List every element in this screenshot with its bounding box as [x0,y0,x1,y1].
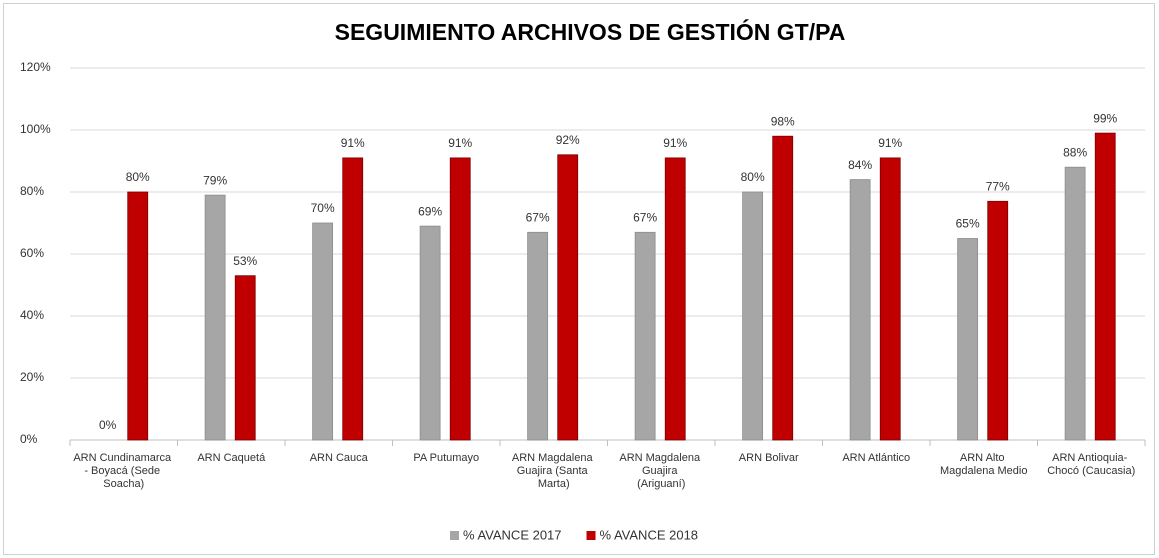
data-label: 0% [99,418,117,432]
bar [557,154,579,441]
y-tick-label: 0% [20,432,38,446]
chart-title: SEGUIMIENTO ARCHIVOS DE GESTIÓN GT/PA [335,18,846,45]
x-tick-label: ARN Magdalena Guajira (Santa Marta) [512,452,596,490]
bar [772,135,794,441]
y-tick-label: 20% [20,370,44,384]
x-tick-label: ARN Antioquia- Chocó (Caucasia) [1047,452,1135,477]
x-tick-label: ARN Caquetá [197,452,266,464]
x-tick-label: PA Putumayo [413,452,479,464]
data-label: 65% [956,217,980,231]
bar [234,275,256,441]
legend-swatch [586,531,596,540]
data-label: 70% [311,201,335,215]
data-label: 91% [341,136,365,150]
data-label: 92% [556,133,580,147]
data-label: 67% [633,210,657,224]
bar [527,231,549,441]
bar [204,194,226,441]
data-label: 91% [663,136,687,150]
y-tick-label: 60% [20,246,44,260]
bar [1064,166,1086,441]
x-tick-label: ARN Bolivar [739,452,799,464]
data-label: 98% [771,114,795,128]
data-label: 53% [233,254,257,268]
data-label: 84% [848,158,872,172]
y-tick-label: 40% [20,308,44,322]
y-tick-label: 120% [20,60,51,74]
data-label: 91% [878,136,902,150]
bar [987,200,1009,441]
x-tick-label: ARN Cauca [310,452,369,464]
data-label: 80% [741,170,765,184]
bar [664,157,686,441]
x-tick-label: ARN Atlántico [842,452,910,464]
bar [742,191,764,441]
legend-label: % AVANCE 2017 [463,527,562,542]
y-tick-label: 100% [20,122,51,136]
y-tick-label: 80% [20,184,44,198]
data-label: 80% [126,170,150,184]
x-tick-label: ARN Cundinamarca - Boyacá (Sede Soacha) [73,452,174,490]
x-tick-label: ARN Magdalena Guajira (Ariguaní) [619,452,703,490]
x-tick-label: ARN Alto Magdalena Medio [940,452,1027,477]
bar [879,157,901,441]
data-label: 99% [1093,111,1117,125]
bar [312,222,334,441]
bar [342,157,364,441]
bar [1094,132,1116,441]
bar [957,238,979,441]
legend-label: % AVANCE 2018 [600,527,699,542]
data-label: 67% [526,210,550,224]
bar [449,157,471,441]
data-label: 79% [203,173,227,187]
data-label: 88% [1063,145,1087,159]
legend-swatch [450,531,459,540]
bar [634,231,656,441]
data-label: 69% [418,204,442,218]
bar [127,191,149,441]
bar [419,225,441,441]
data-label: 77% [986,179,1010,193]
bar [849,179,871,441]
data-label: 91% [448,136,472,150]
